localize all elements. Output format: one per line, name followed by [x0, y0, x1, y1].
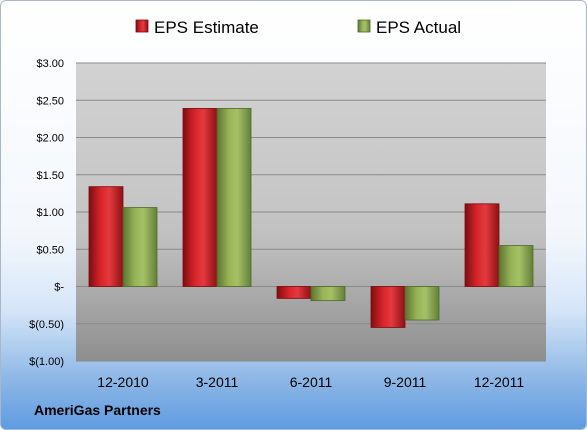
legend: EPS Estimate EPS Actual [135, 18, 461, 37]
y-tick-label: $1.00 [36, 207, 64, 219]
x-tick-label: 12-2010 [97, 374, 149, 390]
legend-swatch-actual [357, 19, 371, 33]
x-tick-label: 9-2011 [384, 374, 427, 390]
eps-actual-bar-9-2011 [404, 286, 440, 321]
legend-label-estimate: EPS Estimate [154, 18, 259, 37]
eps-actual-bar-12-2011 [498, 245, 534, 287]
eps-estimate-bar-9-2011 [370, 286, 406, 328]
eps-estimate-bar-6-2011 [276, 286, 312, 299]
y-tick-label: $1.50 [36, 170, 64, 182]
x-tick-label: 12-2011 [474, 374, 525, 390]
footer-company-name: AmeriGas Partners [34, 402, 161, 418]
eps-actual-bar-3-2011 [216, 108, 252, 287]
eps-actual-bar-6-2011 [310, 286, 346, 302]
eps-estimate-bar-12-2011 [464, 203, 500, 287]
x-tick-label: 3-2011 [196, 374, 239, 390]
y-tick-labels: $3.00 $2.50 $2.00 $1.50 $1.00 $0.50 $- $(0.50) $… [29, 58, 64, 368]
x-tick-label: 6-2011 [290, 374, 333, 390]
eps-estimate-bar-3-2011 [182, 108, 218, 287]
y-tick-label: $(1.00) [29, 356, 64, 368]
y-tick-label: $2.00 [36, 133, 64, 145]
y-tick-label: $(0.50) [29, 319, 64, 331]
eps-actual-bar-12-2010 [122, 207, 158, 287]
y-tick-label: $3.00 [36, 58, 64, 70]
legend-swatch-estimate [135, 19, 149, 33]
bars [88, 108, 534, 328]
x-tick-labels: 12-2010 3-2011 6-2011 9-2011 12-2011 [97, 374, 524, 390]
legend-label-actual: EPS Actual [376, 18, 461, 37]
eps-estimate-bar-12-2010 [88, 186, 124, 287]
y-tick-label: $- [54, 282, 64, 294]
y-tick-label: $0.50 [36, 244, 64, 256]
y-tick-label: $2.50 [36, 95, 64, 107]
